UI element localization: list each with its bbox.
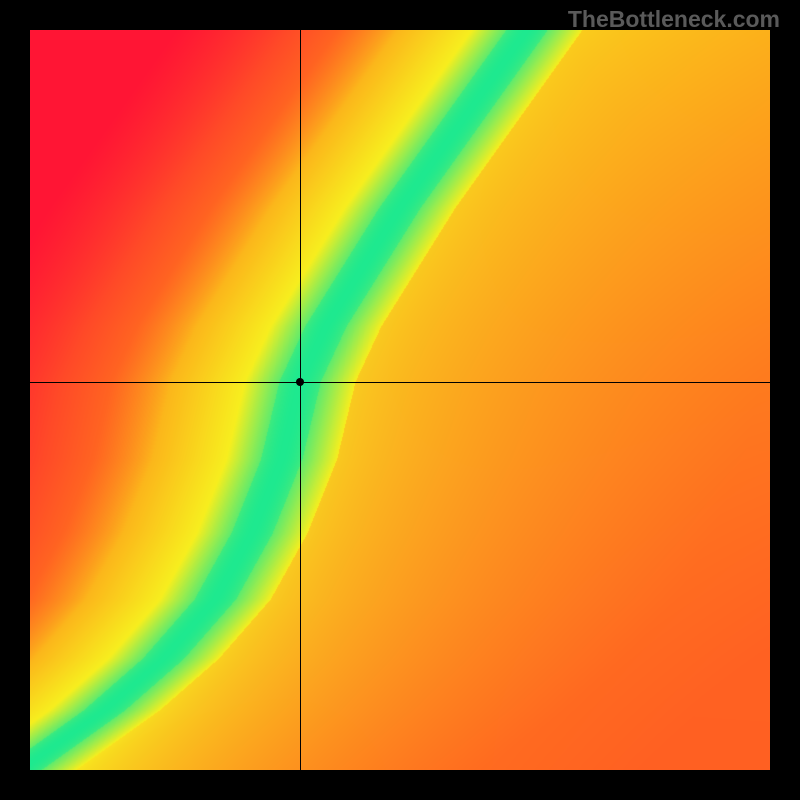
crosshair-marker xyxy=(296,378,304,386)
crosshair-horizontal xyxy=(30,382,770,383)
heatmap-plot xyxy=(30,30,770,770)
heatmap-canvas xyxy=(30,30,770,770)
crosshair-vertical xyxy=(300,30,301,770)
watermark-text: TheBottleneck.com xyxy=(568,6,780,33)
